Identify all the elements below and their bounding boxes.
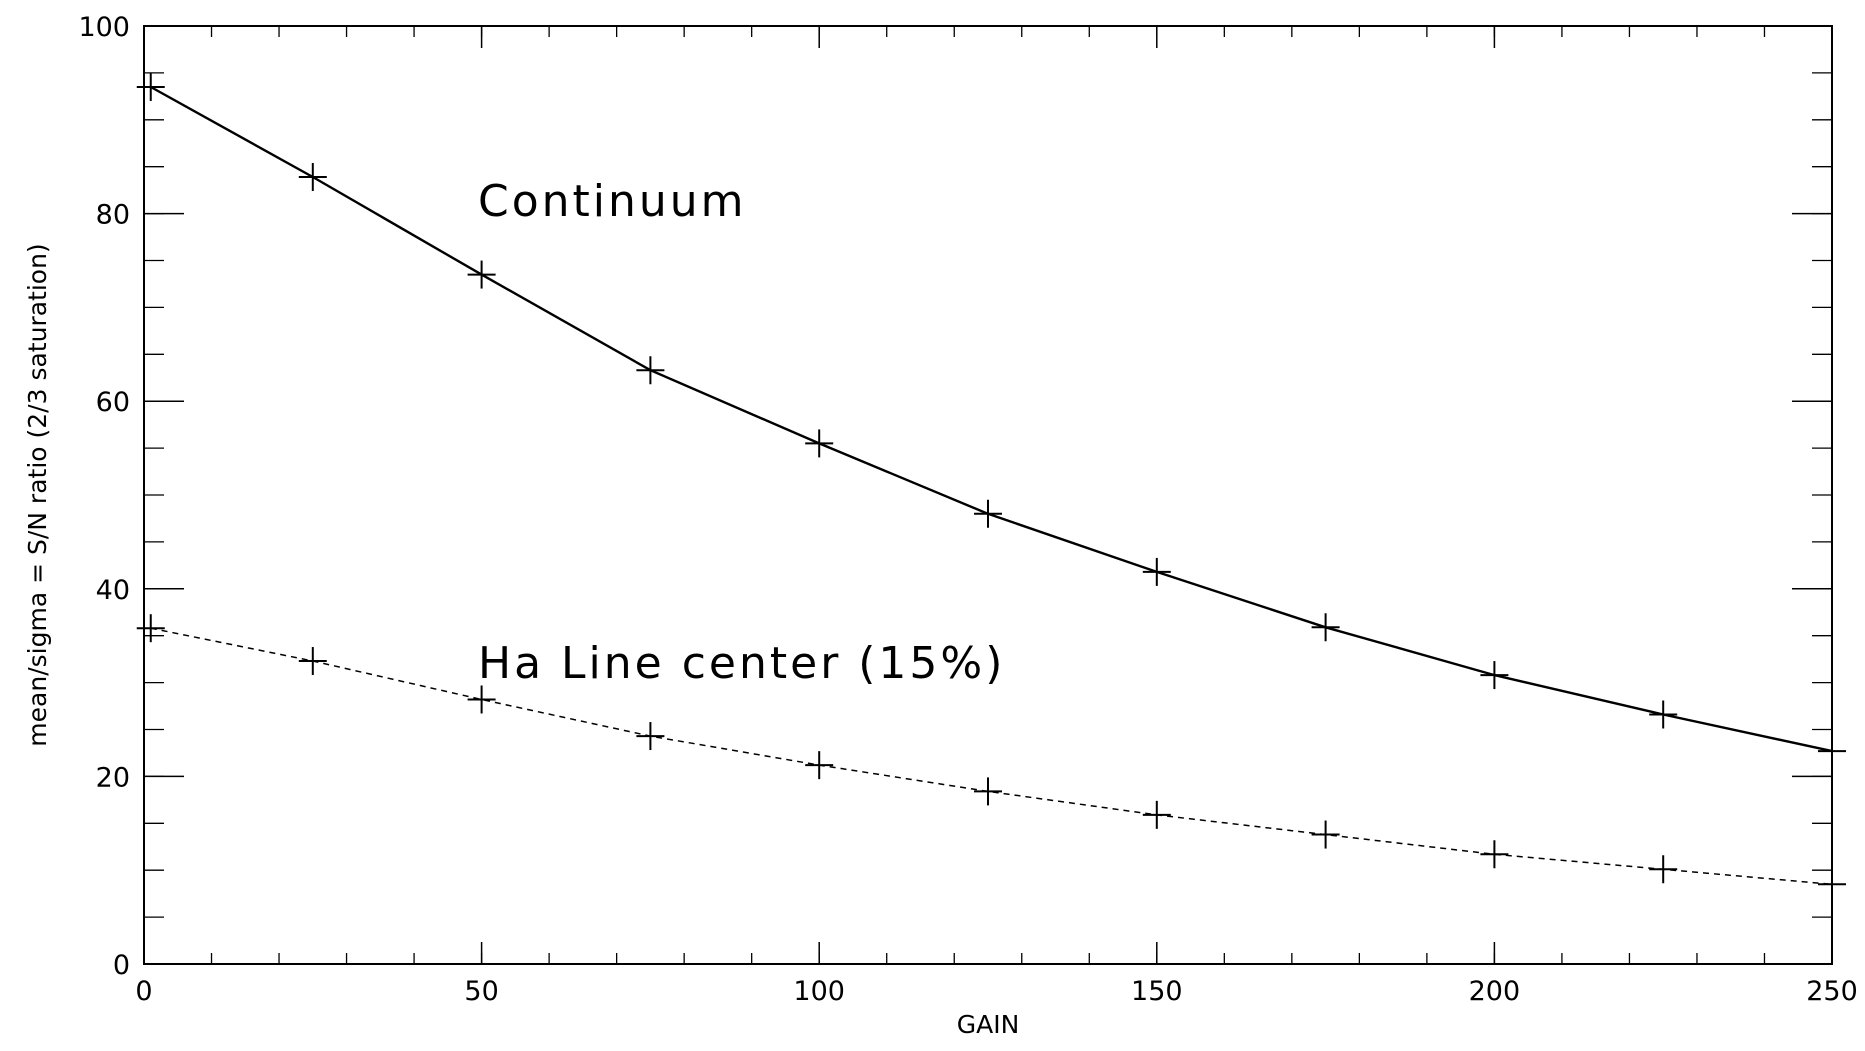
data-point-marker — [1649, 855, 1678, 884]
data-point-marker — [1311, 820, 1340, 849]
y-tick-label: 0 — [113, 950, 130, 981]
y-tick-label: 80 — [96, 200, 130, 231]
x-axis-label: GAIN — [957, 1010, 1020, 1039]
series-line-1 — [150, 627, 1833, 886]
data-point-marker — [1649, 700, 1678, 729]
data-point-marker — [136, 72, 165, 101]
x-tick-label: 50 — [464, 976, 498, 1007]
x-tick-label: 0 — [135, 976, 152, 1007]
data-point-marker — [467, 685, 496, 714]
data-point-marker — [136, 614, 165, 643]
axis-ticks — [143, 25, 1833, 965]
data-point-marker — [974, 777, 1002, 806]
data-point-marker — [1818, 737, 1846, 766]
y-tick-label: 40 — [96, 575, 130, 606]
data-point-marker — [1142, 557, 1171, 586]
data-point-marker — [467, 260, 496, 289]
y-axis-label: mean/sigma = S/N ratio (2/3 saturation) — [23, 243, 52, 746]
data-point-marker — [1311, 613, 1340, 642]
y-tick-label: 60 — [96, 387, 130, 418]
data-point-marker — [298, 163, 327, 192]
axis-tick-labels: 0 50 100 150 200 250 0 20 40 60 80 100 — [78, 12, 1857, 1007]
data-point-marker — [1480, 661, 1509, 690]
data-point-marker — [974, 499, 1002, 528]
series-markers — [136, 72, 1846, 899]
series-label-continuum: Continuum — [478, 176, 747, 227]
series-label-ha-line-center: Ha Line center (15%) — [478, 638, 1005, 689]
data-point-marker — [636, 356, 665, 385]
x-tick-label: 150 — [1131, 976, 1183, 1007]
data-point-marker — [1480, 840, 1509, 869]
data-point-marker — [298, 647, 327, 676]
x-tick-label: 100 — [793, 976, 845, 1007]
data-point-marker — [805, 751, 834, 780]
plot-frame — [143, 25, 1833, 965]
data-point-marker — [805, 429, 834, 458]
series-lines — [150, 85, 1833, 886]
data-point-marker — [1818, 870, 1846, 899]
x-tick-label: 250 — [1806, 976, 1858, 1007]
x-tick-label: 200 — [1469, 976, 1521, 1007]
y-tick-label: 100 — [78, 12, 130, 43]
y-tick-label: 20 — [96, 762, 130, 793]
data-point-marker — [636, 722, 665, 751]
data-point-marker — [1142, 800, 1171, 829]
